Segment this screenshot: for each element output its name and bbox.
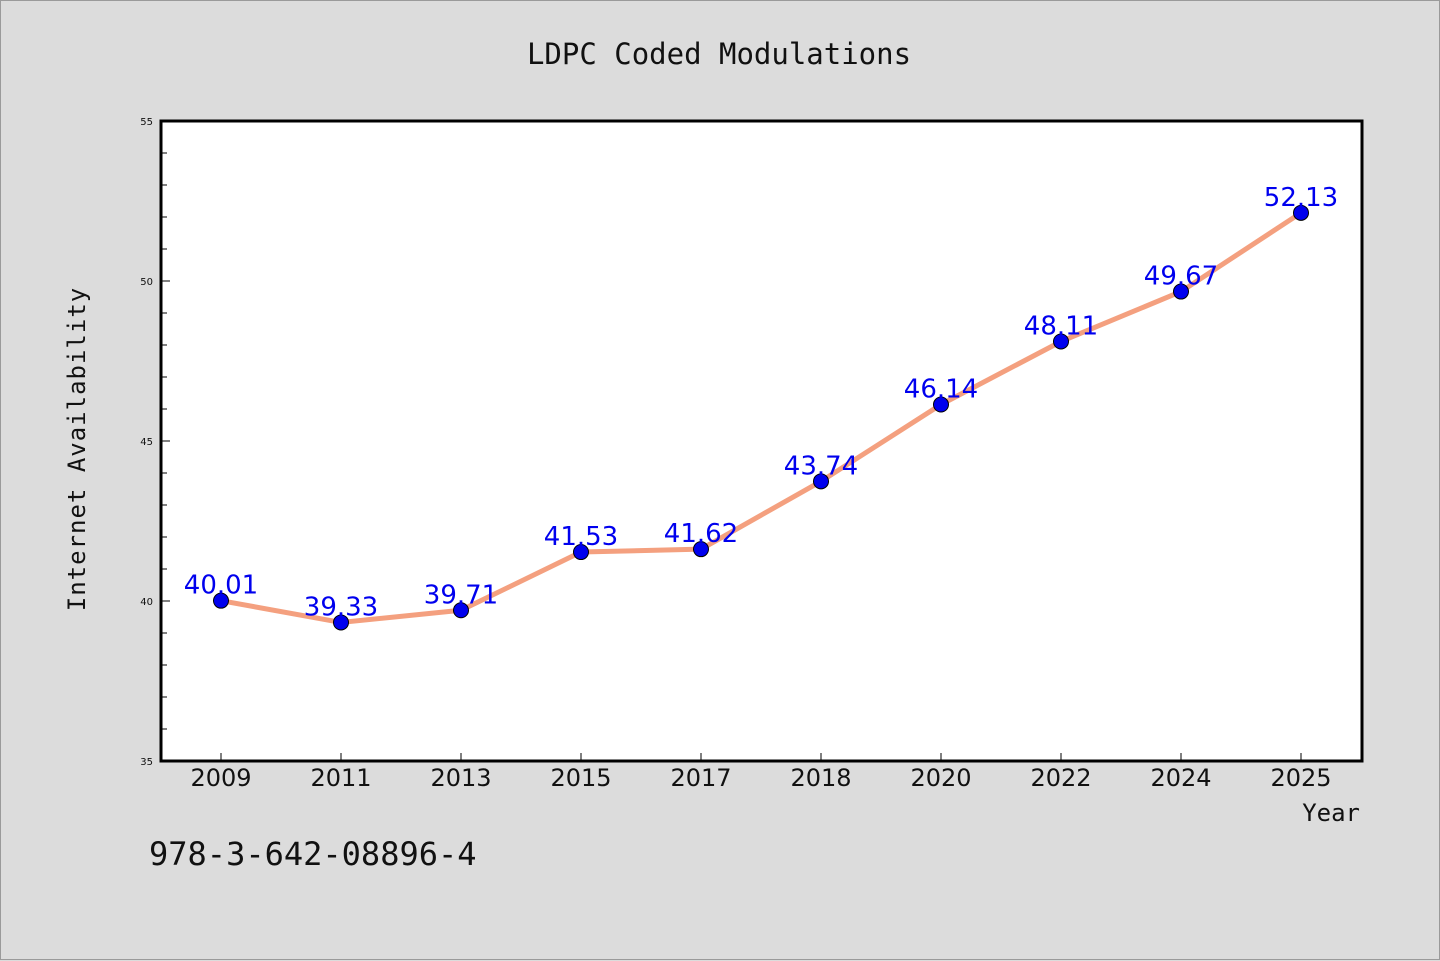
x-tick-label: 2024 [1150,764,1211,792]
y-tick-label: 55 [140,117,153,128]
y-axis-label: Internet Availability [63,287,91,611]
x-axis-label: Year [1302,799,1360,827]
data-label: 40.01 [184,571,258,601]
x-axis: 2009 2011 2013 2015 2017 2018 2020 2022 2024 2025 [190,753,1332,792]
x-tick-label: 2013 [430,764,491,792]
data-label: 49.67 [1144,262,1218,292]
data-point [1053,333,1069,350]
data-point [453,602,469,619]
data-label: 39.71 [424,580,498,610]
y-tick-label: 40 [140,597,153,608]
y-tick-label: 35 [140,757,153,768]
data-label: 43.74 [784,451,858,481]
series-line [218,210,1304,625]
x-tick-label: 2022 [1030,764,1091,792]
x-tick-label: 2018 [790,764,851,792]
y-tick-label: 45 [140,437,153,448]
x-tick-label: 2020 [910,764,971,792]
plot-area [159,119,1364,763]
data-label: 48.11 [1024,311,1098,341]
data-label: 46.14 [904,375,978,405]
footnote-isbn: 978-3-642-08896-4 [149,835,477,873]
data-label: 39.33 [304,592,378,622]
chart-title: LDPC Coded Modulations [527,37,911,71]
data-point [1173,283,1189,300]
data-point [573,544,589,561]
data-point [813,473,829,490]
y-tick-label: 50 [140,277,153,288]
series-group: 40.01 39.33 39.71 41.53 41.62 43.74 46.14 48.11… [184,183,1338,631]
data-point [213,592,229,609]
x-tick-label: 2009 [190,764,251,792]
data-point [693,541,709,558]
data-point [1293,204,1309,221]
y-axis: 35 40 45 50 55 [140,117,170,768]
data-label: 41.62 [664,519,738,549]
x-tick-label: 2011 [310,764,371,792]
data-label: 41.53 [544,522,618,552]
x-tick-label: 2025 [1270,764,1331,792]
data-label: 52.13 [1264,183,1338,213]
x-tick-label: 2017 [670,764,731,792]
x-tick-label: 2015 [550,764,611,792]
data-point [333,614,349,631]
data-point [933,396,949,413]
